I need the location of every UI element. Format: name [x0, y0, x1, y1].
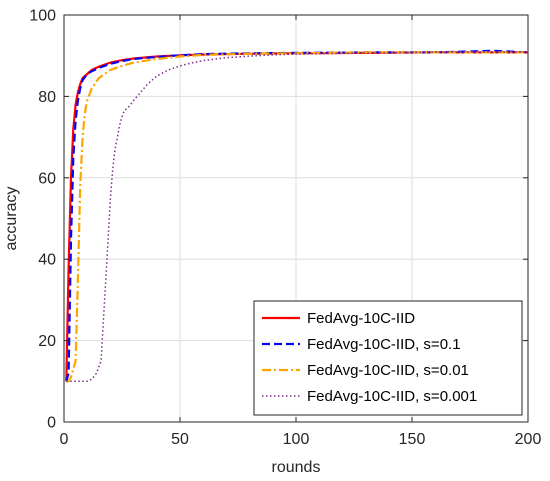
series-line-3 — [66, 51, 528, 383]
axis-ticks: 0 50 100 150 200 0 20 40 60 80 100 — [29, 8, 541, 449]
x-axis-label: rounds — [272, 459, 321, 476]
legend-label-4: FedAvg-10C-IID, s=0.001 — [307, 388, 477, 405]
y-axis-label: accuracy — [3, 186, 20, 250]
y-tick-label: 40 — [38, 252, 56, 269]
x-tick-label: 150 — [399, 431, 426, 448]
y-tick-label: 60 — [38, 170, 56, 187]
legend: FedAvg-10C-IID FedAvg-10C-IID, s=0.1 FedAv… — [253, 300, 523, 416]
legend-label-1: FedAvg-10C-IID — [307, 310, 415, 327]
legend-label-3: FedAvg-10C-IID, s=0.01 — [307, 362, 469, 379]
x-tick-label: 0 — [60, 431, 69, 448]
y-tick-label: 100 — [29, 8, 56, 25]
y-tick-label: 20 — [38, 333, 56, 350]
series-lines — [65, 49, 529, 383]
legend-label-2: FedAvg-10C-IID, s=0.1 — [307, 336, 461, 353]
y-tick-label: 0 — [47, 415, 56, 432]
series-line-4 — [66, 51, 528, 383]
y-tick-label: 80 — [38, 89, 56, 106]
x-tick-label: 50 — [171, 431, 189, 448]
x-tick-label: 100 — [283, 431, 310, 448]
x-tick-label: 200 — [515, 431, 542, 448]
